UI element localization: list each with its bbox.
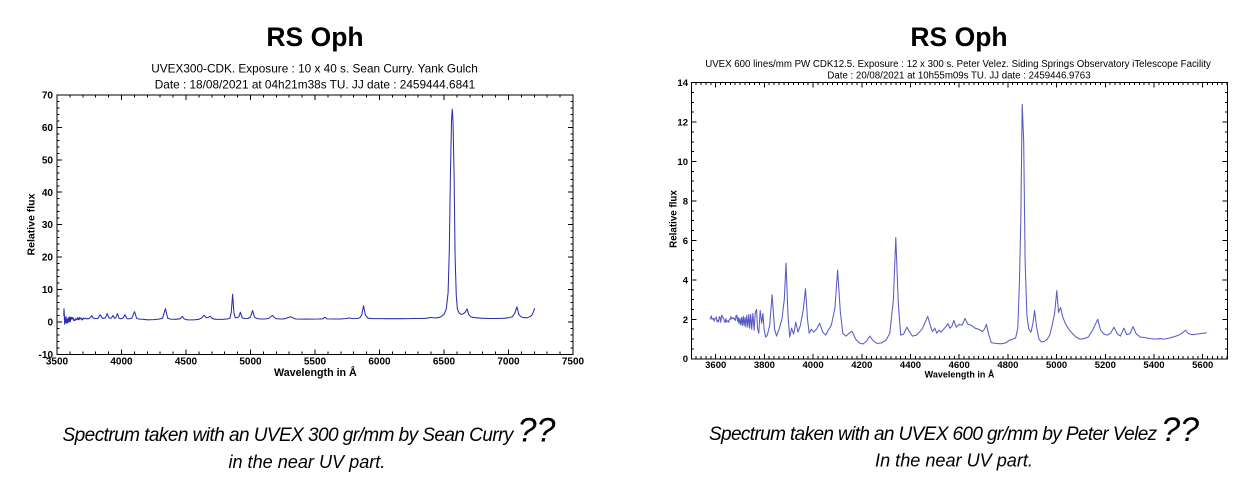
- svg-text:4000: 4000: [110, 357, 133, 368]
- svg-text:5600: 5600: [1192, 360, 1213, 371]
- svg-text:5400: 5400: [1143, 360, 1164, 371]
- svg-text:7500: 7500: [562, 357, 585, 368]
- svg-text:In the near UV part.: In the near UV part.: [875, 451, 1033, 471]
- svg-text:6000: 6000: [368, 357, 391, 368]
- svg-text:10: 10: [677, 157, 688, 168]
- svg-text:4: 4: [683, 275, 689, 286]
- svg-text:20: 20: [42, 253, 54, 264]
- svg-text:RS Oph: RS Oph: [910, 22, 1007, 52]
- svg-text:14: 14: [677, 78, 688, 89]
- svg-text:8: 8: [683, 196, 688, 207]
- svg-text:RS Oph: RS Oph: [266, 22, 363, 52]
- svg-text:4800: 4800: [997, 360, 1018, 371]
- svg-text:5200: 5200: [1095, 360, 1116, 371]
- svg-text:5000: 5000: [1046, 360, 1067, 371]
- svg-text:60: 60: [42, 123, 54, 134]
- svg-text:2: 2: [683, 315, 688, 326]
- svg-text:3800: 3800: [754, 360, 775, 371]
- svg-text:Wavelength in Å: Wavelength in Å: [274, 366, 357, 379]
- svg-text:7000: 7000: [497, 357, 520, 368]
- svg-text:5500: 5500: [304, 357, 327, 368]
- svg-text:Date : 18/08/2021 at 04h21m38s: Date : 18/08/2021 at 04h21m38s TU. JJ da…: [155, 78, 476, 92]
- svg-text:Wavelength in Å: Wavelength in Å: [925, 369, 995, 379]
- svg-text:30: 30: [42, 220, 54, 231]
- svg-text:Relative flux: Relative flux: [669, 190, 680, 248]
- svg-text:50: 50: [42, 155, 54, 166]
- svg-text:3500: 3500: [46, 357, 69, 368]
- svg-text:5000: 5000: [239, 357, 262, 368]
- svg-text:6: 6: [683, 236, 688, 247]
- svg-text:4200: 4200: [851, 360, 872, 371]
- svg-text:-10: -10: [39, 350, 54, 361]
- svg-text:12: 12: [677, 118, 688, 129]
- svg-text:4600: 4600: [949, 360, 970, 371]
- svg-text:Date : 20/08/2021 at 10h55m09s: Date : 20/08/2021 at 10h55m09s TU. JJ da…: [827, 70, 1090, 81]
- svg-text:4000: 4000: [803, 360, 824, 371]
- svg-text:10: 10: [42, 285, 54, 296]
- svg-text:3600: 3600: [705, 360, 726, 371]
- svg-text:UVEX 600 lines/mm PW CDK12.5.: UVEX 600 lines/mm PW CDK12.5. Exposure :…: [705, 59, 1211, 70]
- svg-text:4500: 4500: [175, 357, 198, 368]
- svg-text:0: 0: [683, 354, 688, 365]
- svg-text:0: 0: [47, 318, 53, 329]
- svg-text:4400: 4400: [900, 360, 921, 371]
- svg-text:UVEX300-CDK. Exposure : 10 x 4: UVEX300-CDK. Exposure : 10 x 40 s. Sean …: [151, 62, 478, 76]
- svg-text:40: 40: [42, 188, 54, 199]
- svg-text:Relative flux: Relative flux: [26, 193, 38, 255]
- svg-text:in the near UV part.: in the near UV part.: [228, 452, 385, 472]
- svg-text:6500: 6500: [433, 357, 456, 368]
- svg-text:70: 70: [42, 91, 54, 102]
